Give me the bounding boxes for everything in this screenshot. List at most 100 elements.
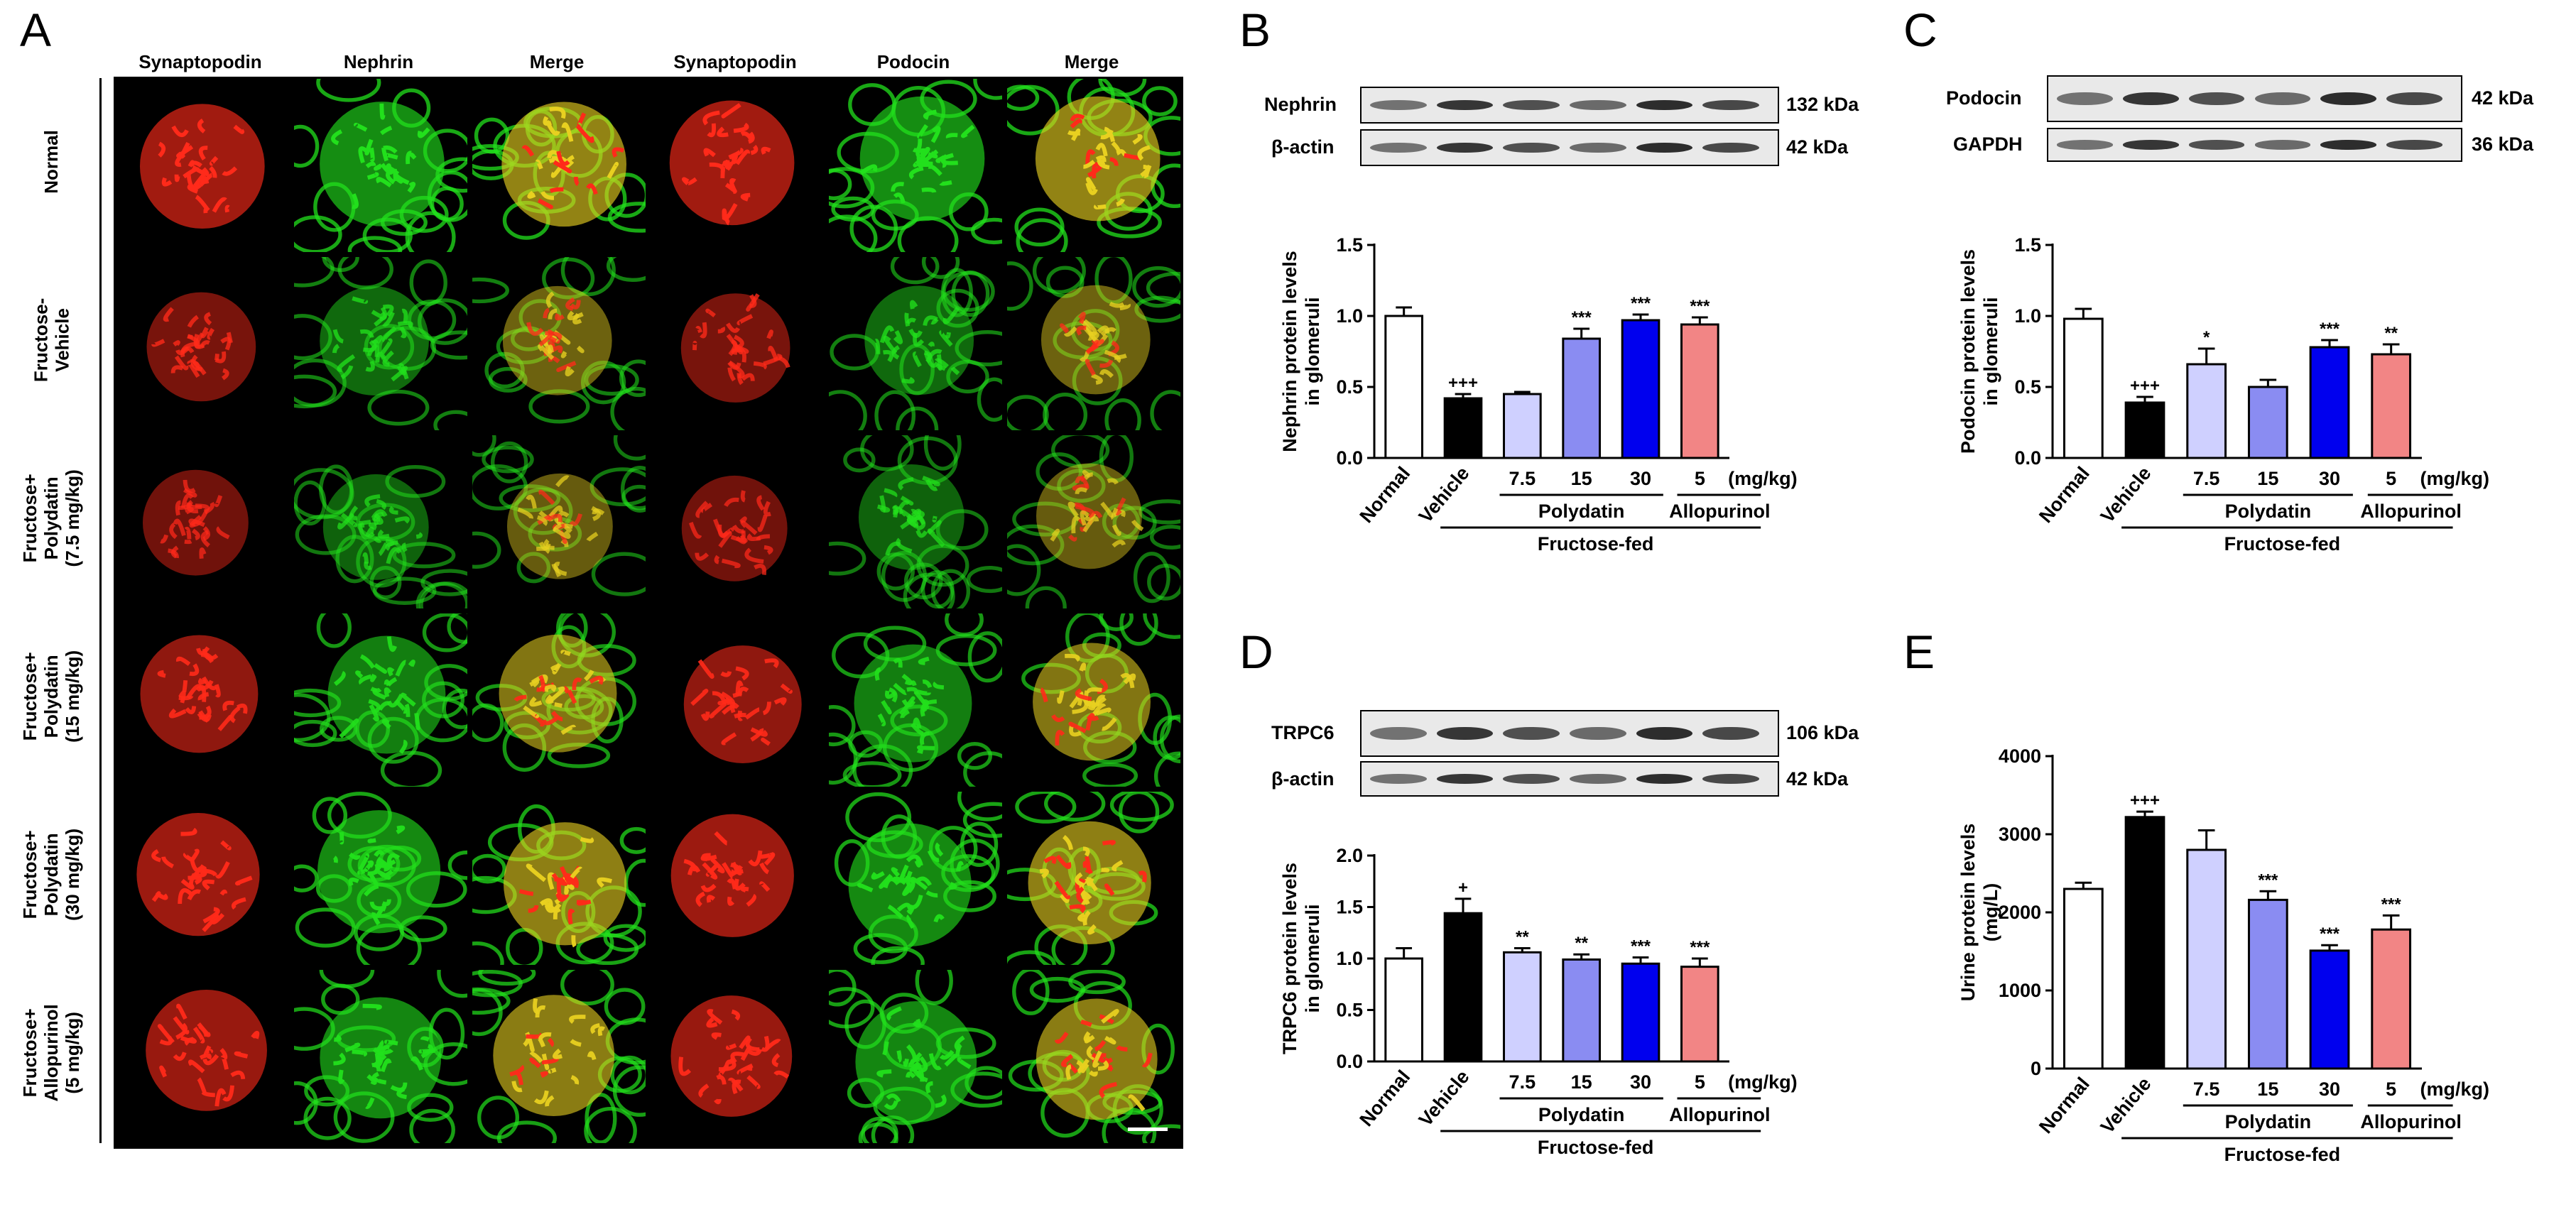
col-header: Podocin	[876, 51, 950, 72]
blot-band	[1636, 99, 1693, 111]
x-tick-label: 15	[2257, 1078, 2278, 1100]
group-label-allopurinol: Allopurinol	[1669, 1104, 1770, 1125]
micrograph	[116, 435, 289, 608]
blot-band	[2188, 140, 2245, 150]
x-tick-label: Normal	[2035, 463, 2094, 528]
bar	[1384, 957, 1423, 1063]
micrograph	[829, 792, 1002, 965]
bar	[1621, 319, 1661, 459]
bar	[2247, 898, 2288, 1070]
micrograph	[829, 970, 1002, 1143]
bar	[2124, 401, 2165, 459]
significance-mark: ***	[2381, 895, 2402, 914]
micrograph	[1007, 257, 1180, 430]
blot-band	[1436, 99, 1494, 111]
bar	[1680, 323, 1719, 459]
micrograph	[116, 792, 289, 965]
significance-mark: ***	[1572, 308, 1592, 327]
panel-label-c: C	[1903, 4, 1938, 56]
micrograph	[294, 435, 467, 608]
col-header: Merge	[529, 51, 585, 72]
y-axis-label: Nephrin protein levelsin glomeruli	[1279, 251, 1323, 452]
significance-mark: +	[1458, 878, 1468, 897]
col-header: Synaptopodin	[138, 51, 262, 72]
blot-label: Nephrin	[1264, 94, 1337, 115]
group-label-allopurinol: Allopurinol	[2360, 1111, 2461, 1132]
significance-mark: ***	[1690, 297, 1710, 316]
blot-band	[1370, 142, 1427, 153]
blot-label: β-actin	[1271, 768, 1335, 790]
blot-band	[2320, 92, 2377, 106]
micrograph	[116, 970, 289, 1143]
y-tick-label: 1.0	[1336, 305, 1363, 327]
col-header: Merge	[1064, 51, 1119, 72]
bar	[1621, 962, 1661, 1063]
x-tick-label: 5	[2386, 1078, 2396, 1100]
micrograph	[472, 79, 646, 252]
x-tick-label: 15	[1571, 468, 1592, 489]
blot-band	[2188, 92, 2245, 106]
micrograph	[116, 257, 289, 430]
bar	[2371, 353, 2412, 459]
panel-label-e: E	[1903, 626, 1935, 678]
micrograph	[651, 970, 824, 1143]
bar	[2371, 928, 2412, 1070]
x-tick-label: 5	[2386, 468, 2396, 489]
blot-band	[1570, 774, 1626, 784]
blot-band	[1370, 774, 1427, 784]
group-label-fructose-fed: Fructose-fed	[1538, 533, 1654, 555]
y-tick-label: 2000	[1999, 902, 2041, 923]
bar	[1443, 912, 1483, 1063]
unit-label: (mg/kg)	[1728, 468, 1798, 489]
panel-label-d: D	[1239, 626, 1273, 678]
significance-mark: ***	[2320, 320, 2340, 339]
blot-label: TRPC6	[1271, 722, 1335, 743]
y-tick-label: 1.5	[1336, 234, 1363, 256]
y-axis-label: Urine protein levels(mg/L)	[1957, 824, 2001, 1002]
micrograph	[1007, 435, 1180, 608]
blot-label: Podocin	[1946, 87, 2022, 109]
significance-mark: +++	[2130, 791, 2160, 810]
y-axis-label: Podocin protein levelsin glomeruli	[1957, 249, 2001, 454]
significance-mark: *	[2203, 328, 2210, 347]
y-tick-label: 0.0	[1336, 447, 1363, 469]
bar	[2124, 816, 2165, 1070]
blot-band	[1636, 774, 1693, 784]
micrograph	[651, 435, 824, 608]
blot-band	[2122, 92, 2179, 106]
group-label-polydatin: Polydatin	[2225, 501, 2312, 522]
x-tick-label: 5	[1695, 468, 1705, 489]
significance-mark: ***	[1631, 937, 1651, 956]
y-tick-label: 1000	[1999, 980, 2041, 1001]
bar	[1503, 393, 1542, 459]
x-tick-label: 7.5	[1509, 468, 1536, 489]
y-tick-label: 0	[2031, 1058, 2041, 1079]
blot-band	[1702, 726, 1759, 741]
urine-protein-bar-chart: Urine protein levels(mg/L) 0 1000 2000 3000 4…	[1957, 746, 2489, 1165]
blot-kda: 36 kDa	[2472, 133, 2534, 155]
bar	[2063, 317, 2104, 459]
x-tick-label: Vehicle	[2097, 1074, 2156, 1138]
x-tick-label: 7.5	[1509, 1071, 1536, 1093]
micrograph	[651, 79, 824, 252]
x-tick-label: 30	[2319, 1078, 2340, 1100]
group-label-fructose-fed: Fructose-fed	[2224, 533, 2341, 555]
micrograph	[116, 613, 289, 787]
micrograph	[1007, 792, 1180, 965]
row-label: Fructose+ Allopurinol (5 mg/kg)	[19, 1003, 83, 1102]
x-tick-label: Vehicle	[2097, 463, 2156, 528]
blot-band	[2386, 92, 2442, 106]
blot-kda: 42 kDa	[2472, 87, 2534, 109]
bar	[1503, 951, 1542, 1063]
micrograph	[472, 435, 646, 608]
blot-kda: 106 kDa	[1786, 722, 1859, 743]
bar	[1562, 337, 1602, 459]
x-tick-label: 30	[1630, 1071, 1651, 1093]
y-tick-label: 4000	[1999, 746, 2041, 767]
significance-mark: +++	[1448, 373, 1478, 393]
bar	[2186, 363, 2227, 459]
row-label: Fructose+ Polydatin (7.5 mg/kg)	[19, 469, 83, 567]
y-tick-label: 3000	[1999, 824, 2041, 845]
blot-band	[1370, 99, 1427, 111]
y-tick-label: 2.0	[1336, 845, 1363, 866]
